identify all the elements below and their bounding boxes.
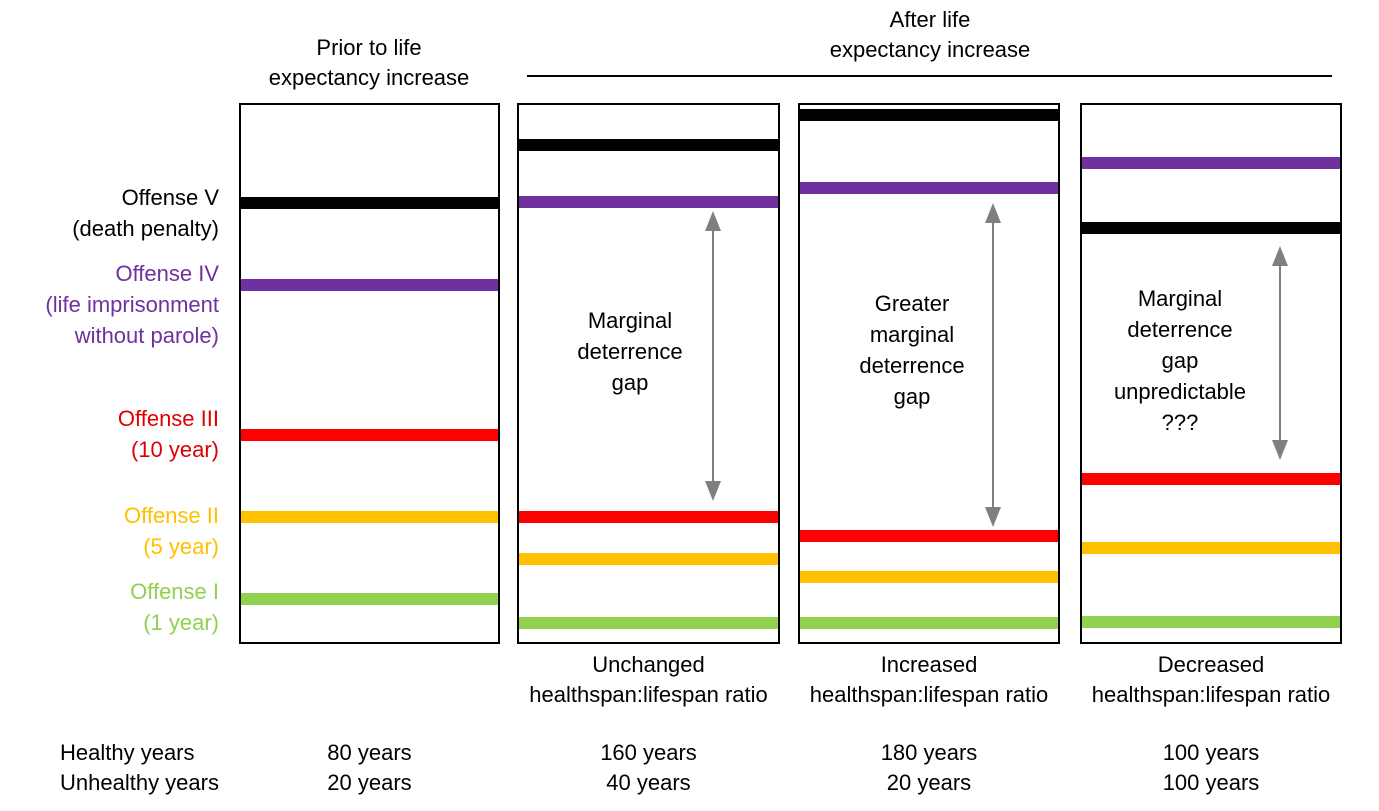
unhealthy-years-label: Unhealthy years [60, 770, 219, 795]
unhealthy-years-3: 100 years [1162, 770, 1260, 795]
bar-offense-i [241, 593, 498, 605]
unhealthy-years-0: 20 years [327, 770, 412, 795]
bar-offense-i [1082, 616, 1340, 628]
bar-offense-iii [519, 511, 778, 523]
label-offense-ii: Offense II (5 year) [124, 503, 219, 559]
panel-3 [1080, 103, 1342, 644]
bar-offense-iv [800, 182, 1058, 194]
bar-offense-ii [1082, 542, 1340, 554]
panel-2 [798, 103, 1060, 644]
gap-label-1: Marginal deterrence gap [577, 308, 683, 395]
label-offense-v: Offense V (death penalty) [72, 185, 219, 241]
bar-offense-iv [1082, 157, 1340, 169]
caption-2: Increased healthspan:lifespan ratio [809, 652, 1049, 707]
header-after-rule [527, 75, 1332, 77]
bar-offense-ii [800, 571, 1058, 583]
bar-offense-iv [519, 196, 778, 208]
bar-offense-iv [241, 279, 498, 291]
caption-3: Decreased healthspan:lifespan ratio [1091, 652, 1331, 707]
label-offense-iii: Offense III (10 year) [117, 406, 219, 462]
caption-1: Unchanged healthspan:lifespan ratio [529, 652, 768, 707]
gap-label-3: Marginal deterrence gap unpredictable ??… [1113, 286, 1247, 435]
bar-offense-iii [241, 429, 498, 441]
bar-offense-i [800, 617, 1058, 629]
bar-offense-v [241, 197, 498, 209]
gap-label-2: Greater marginal deterrence gap [859, 291, 965, 409]
bar-offense-iii [1082, 473, 1340, 485]
label-offense-i: Offense I (1 year) [130, 579, 219, 635]
healthy-years-1: 160 years [600, 740, 697, 765]
bar-offense-v [519, 139, 778, 151]
unhealthy-years-1: 40 years [606, 770, 691, 795]
unhealthy-years-2: 20 years [886, 770, 972, 795]
panel-1 [517, 103, 780, 644]
panel-0 [239, 103, 500, 644]
bar-offense-v [800, 109, 1058, 121]
healthy-years-label: Healthy years [60, 740, 195, 765]
header-prior: Prior to life expectancy increase [268, 35, 470, 90]
bar-offense-ii [519, 553, 778, 565]
healthy-years-3: 100 years [1162, 740, 1260, 765]
bar-offense-iii [800, 530, 1058, 542]
healthy-years-2: 180 years [880, 740, 978, 765]
bar-offense-ii [241, 511, 498, 523]
bar-offense-i [519, 617, 778, 629]
bar-offense-v [1082, 222, 1340, 234]
healthy-years-0: 80 years [327, 740, 412, 765]
header-after: After life expectancy increase [829, 7, 1031, 62]
label-offense-iv: Offense IV (life imprisonment without pa… [45, 261, 219, 348]
